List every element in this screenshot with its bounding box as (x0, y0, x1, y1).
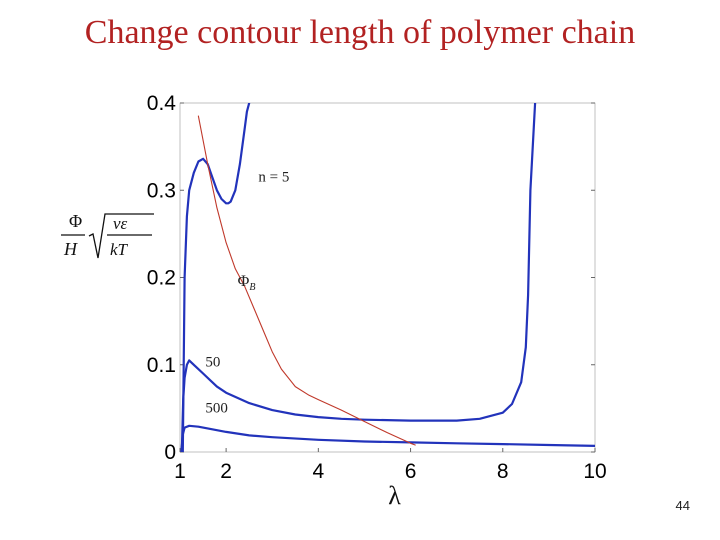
annotation-label: 500 (205, 401, 228, 417)
annotation-phi-b: ΦB (238, 273, 256, 293)
series-line-2 (180, 424, 595, 452)
y-axis-label: Φ H vε kT (58, 208, 158, 264)
ylabel-kt: kT (110, 240, 129, 259)
series-line-3 (197, 115, 416, 446)
page-number: 44 (675, 498, 690, 513)
annotation-label: 50 (205, 354, 220, 370)
y-tick-label: 0.4 (147, 92, 177, 115)
x-tick-label: 4 (312, 460, 324, 483)
series-line-1 (180, 103, 537, 452)
ylabel-veps: vε (113, 214, 128, 233)
x-axis-label: λ (388, 481, 401, 510)
y-tick-label: 0 (164, 441, 176, 464)
annotations: n = 5 ΦB 50 500 (205, 170, 289, 417)
ylabel-phi: Φ (69, 211, 82, 231)
sqrt-icon (88, 213, 154, 259)
y-tick-label: 0.3 (147, 179, 176, 202)
series-line-0 (181, 103, 251, 452)
x-tick-label: 10 (583, 460, 606, 483)
y-ticks: 0 0.1 0.2 0.3 0.4 (147, 92, 595, 464)
x-tick-label: 6 (405, 460, 417, 483)
x-tick-label: 2 (220, 460, 232, 483)
x-ticks: 1 2 4 6 8 10 (174, 448, 607, 483)
annotation-label: n = 5 (258, 170, 289, 186)
x-tick-label: 1 (174, 460, 186, 483)
ylabel-h: H (63, 239, 78, 259)
slide-title: Change contour length of polymer chain (84, 14, 636, 51)
series-group (180, 103, 595, 452)
y-tick-label: 0.1 (147, 354, 176, 377)
x-tick-label: 8 (497, 460, 509, 483)
y-tick-label: 0.2 (147, 267, 176, 290)
